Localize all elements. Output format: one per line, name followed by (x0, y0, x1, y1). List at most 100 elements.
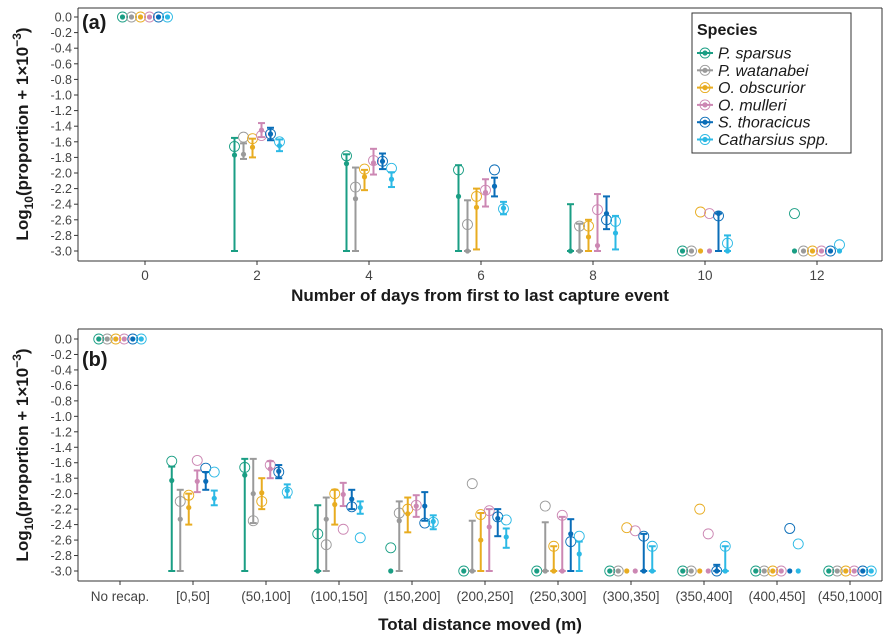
observed-point (686, 245, 697, 257)
observed-point (239, 461, 251, 473)
observed-point (750, 565, 762, 577)
observed-point (583, 220, 594, 232)
observed-point (629, 525, 641, 537)
legend-swatch-dot (702, 67, 708, 73)
observed-point (719, 540, 731, 552)
y-tick-label: -3.0 (50, 245, 72, 259)
observed-point (789, 208, 800, 220)
series-catharsius-spp (135, 333, 877, 577)
mean-point (697, 248, 704, 254)
observed-point (153, 11, 164, 23)
observed-point (273, 466, 285, 478)
observed-point (677, 245, 688, 257)
y-title-close: ) (13, 27, 32, 33)
observed-point (166, 455, 178, 467)
mean-point (649, 568, 655, 574)
observed-point (677, 565, 689, 577)
y-title-main: (proportion + 1×10 (13, 47, 32, 196)
x-tick-label: (150,200] (383, 589, 440, 604)
mean-point (276, 143, 283, 149)
mean-point (722, 568, 728, 574)
y-tick-label: -1.2 (50, 425, 72, 439)
mean-point (612, 230, 619, 236)
mean-point (800, 248, 807, 254)
observed-point (767, 565, 779, 577)
mean-point (267, 466, 273, 472)
mean-point (396, 518, 402, 524)
observed-point (610, 215, 621, 227)
panel-b-y-axis: 0.0-0.2-0.4-0.6-0.8-1.0-1.2-1.4-1.6-1.8-… (50, 333, 78, 579)
observed-point (337, 523, 349, 535)
observed-point (500, 514, 512, 526)
legend-swatch-dot (702, 119, 708, 125)
observed-point (341, 150, 352, 162)
x-tick-label: 4 (365, 268, 373, 283)
y-tick-label: -2.8 (50, 549, 72, 563)
mean-point (705, 568, 711, 574)
x-tick-label: (250,300] (529, 589, 586, 604)
y-tick-label: -0.2 (50, 348, 72, 362)
series-s-thoracicus (153, 11, 836, 257)
observed-point (713, 210, 724, 222)
observed-point (208, 466, 220, 478)
observed-point (93, 333, 105, 345)
mean-point (641, 568, 647, 574)
legend-label: P. sparsus (718, 46, 792, 63)
mean-point (680, 568, 686, 574)
mean-point (349, 496, 355, 502)
x-tick-label: (100,150] (310, 589, 367, 604)
x-tick-label: 10 (697, 268, 712, 283)
observed-point (126, 11, 137, 23)
observed-point (462, 219, 473, 230)
mean-point (357, 504, 363, 511)
mean-point (851, 568, 857, 574)
observed-point (638, 530, 650, 542)
mean-point (315, 568, 321, 574)
observed-point (807, 245, 818, 257)
observed-point (368, 155, 379, 166)
panel-a: 0.0-0.2 -0.4-0.6 -0.8 -1.0-1.2 -1.4-1.6 -1.8 -… (10, 7, 883, 305)
mean-point (340, 491, 346, 498)
mean-point (177, 516, 183, 522)
mean-point (361, 174, 368, 180)
y-tick-label: -1.2 (50, 104, 72, 118)
mean-point (834, 568, 840, 574)
observed-point (256, 130, 267, 142)
observed-point (247, 515, 259, 527)
observed-point (604, 565, 616, 577)
legend-swatch-ring (699, 64, 711, 76)
series-p-sparsus (93, 333, 835, 577)
mean-point (827, 248, 834, 254)
x-tick-label: (200,250] (456, 589, 513, 604)
legend-swatch-ring (699, 134, 711, 145)
mean-point (104, 336, 110, 342)
observed-point (702, 528, 714, 540)
observed-point (256, 495, 268, 507)
x-tick-label: 12 (809, 268, 824, 283)
mean-point (818, 248, 825, 254)
y-tick-label: -0.6 (50, 379, 72, 393)
mean-point (478, 537, 484, 543)
y-title-main: (proportion + 1×10 (13, 368, 32, 517)
observed-point (419, 517, 431, 529)
y-tick-label: -2.0 (50, 487, 72, 501)
observed-point (489, 164, 500, 176)
mean-point (576, 551, 582, 557)
panel-b-label: (b) (82, 349, 108, 371)
mean-point (559, 568, 565, 574)
mean-point (551, 568, 557, 574)
x-tick-label: [0,50] (176, 589, 210, 604)
mean-point (121, 336, 127, 342)
mean-point (724, 248, 731, 254)
observed-point (840, 565, 852, 577)
mean-point (615, 568, 621, 574)
legend-swatch-dot (702, 136, 708, 143)
series-o-obscurior (135, 11, 818, 257)
panel-b: 0.0-0.2-0.4-0.6-0.8-1.0-1.2-1.4-1.6-1.8-… (10, 328, 883, 634)
mean-point (186, 504, 192, 511)
mean-point (113, 336, 119, 342)
observed-point (695, 206, 706, 218)
